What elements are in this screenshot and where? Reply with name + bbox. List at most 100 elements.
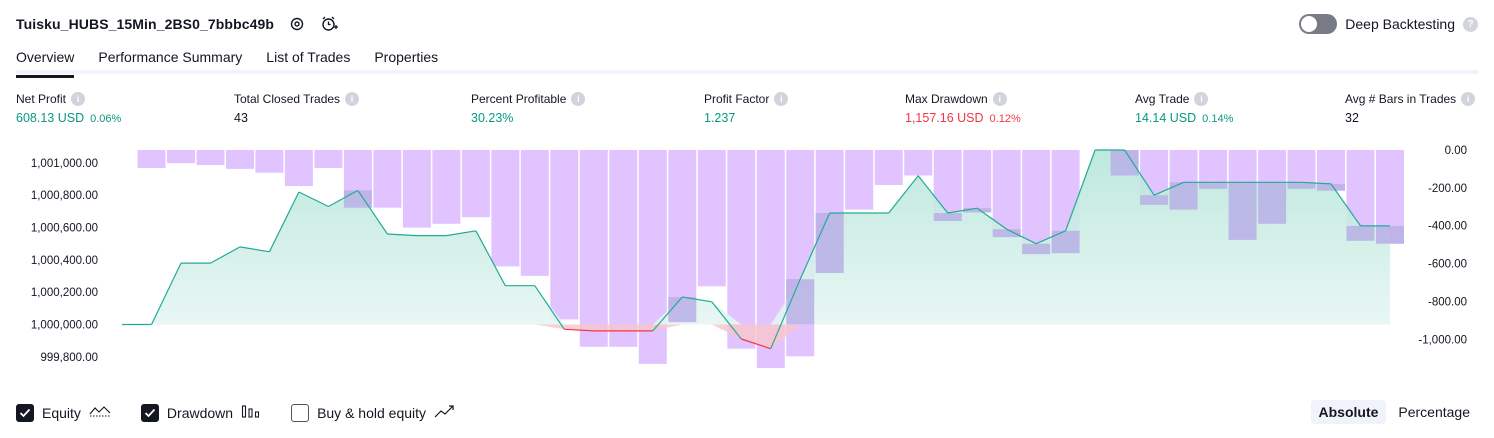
- drawdown-bar: [609, 150, 638, 347]
- equity-segment: [239, 246, 270, 253]
- drawdown-overlap: [343, 150, 1404, 325]
- tab-bar: Overview Performance Summary List of Tra…: [16, 44, 1478, 78]
- metrics-row: Net Profit i 608.13 USD 0.06% Total Closed…: [0, 92, 1494, 132]
- drawdown-overlap-bar: [1110, 150, 1139, 176]
- drawdown-bar: [1022, 150, 1051, 255]
- legend-label: Buy & hold equity: [317, 404, 427, 421]
- drawdown-bar: [255, 150, 284, 173]
- drawdown-bar: [226, 150, 254, 169]
- equity-area: [122, 150, 1390, 349]
- drawdown-bar: [196, 150, 225, 166]
- legend-label: Equity: [42, 404, 81, 421]
- equity-segment: [298, 191, 329, 208]
- settings-icon[interactable]: [288, 15, 306, 33]
- y-right-tick-label: -1,000.00: [1418, 334, 1467, 346]
- equity-loss-fill: [122, 324, 1390, 349]
- tab-properties[interactable]: Properties: [374, 49, 439, 65]
- y-left-tick-label: 1,000,000.00: [31, 320, 98, 332]
- drawdown-overlap-bar: [1287, 182, 1316, 189]
- equity-segment: [268, 191, 300, 253]
- strategy-header: Tuisku_HUBS_15Min_2BS0_7bbbc49b: [16, 12, 339, 36]
- drawdown-overlap-bar: [1228, 182, 1257, 240]
- y-left-tick-label: 999,800.00: [40, 352, 98, 364]
- tab-overview[interactable]: Overview: [16, 44, 75, 78]
- info-icon[interactable]: i: [345, 92, 360, 106]
- drawdown-overlap-bar: [1317, 183, 1345, 191]
- equity-line-icon: [89, 403, 111, 422]
- equity-segment: [210, 246, 241, 264]
- equity-segment: [888, 175, 919, 214]
- drawdown-bar: [373, 150, 402, 208]
- deep-backtesting-control: Deep Backtesting ?: [1299, 14, 1478, 34]
- equity-drawdown-chart[interactable]: 1,001,000.00 1,000,800.00 1,000,600.00 1,00…: [0, 140, 1494, 368]
- metric-max-drawdown: Max Drawdown i 1,157.16 USD 0.12%: [905, 92, 1021, 125]
- drawdown-overlap-bar: [933, 213, 962, 221]
- toggle-knob: [1301, 16, 1318, 32]
- info-icon[interactable]: i: [571, 92, 586, 106]
- drawdown-bars-icon: [241, 403, 261, 422]
- equity-segment: [328, 189, 359, 208]
- metric-title: Avg # Bars in Trades: [1345, 92, 1457, 106]
- drawdown-overlap-bar: [1051, 230, 1080, 254]
- info-icon[interactable]: i: [774, 92, 789, 106]
- metric-value: 1.237: [704, 111, 736, 125]
- equity-segment: [1301, 181, 1332, 185]
- legend-label: Drawdown: [166, 404, 234, 421]
- drawdown-overlap-bar: [1140, 195, 1169, 205]
- y-left-tick-label: 1,000,200.00: [31, 287, 98, 299]
- y-right-tick-label: -600.00: [1428, 259, 1467, 271]
- drawdown-bar: [402, 150, 431, 228]
- equity-segment: [711, 301, 742, 340]
- legend-buy-hold[interactable]: Buy & hold equity: [291, 403, 458, 422]
- drawdown-bar: [314, 150, 343, 168]
- legend-equity[interactable]: Equity: [16, 403, 111, 422]
- tab-list-of-trades[interactable]: List of Trades: [266, 49, 351, 65]
- add-alert-icon[interactable]: [320, 15, 339, 33]
- equity-segment: [475, 230, 506, 286]
- metric-percent-profitable: Percent Profitable i 30.23%: [471, 92, 586, 125]
- mode-absolute[interactable]: Absolute: [1310, 400, 1387, 424]
- drawdown-overlap-bar: [1199, 182, 1228, 189]
- drawdown-bar: [550, 150, 579, 320]
- metric-total-closed-trades: Total Closed Trades i 43: [234, 92, 360, 125]
- metric-value: 14.14 USD: [1135, 111, 1197, 125]
- equity-segment: [1153, 181, 1184, 196]
- metric-value: 608.13 USD: [16, 111, 85, 125]
- equity-segment: [1006, 228, 1037, 245]
- metric-title: Total Closed Trades: [234, 92, 341, 106]
- drawdown-overlap-bar: [992, 229, 1021, 238]
- metric-profit-factor: Profit Factor i 1.237: [704, 92, 789, 125]
- info-icon[interactable]: i: [992, 92, 1007, 106]
- equity-segment: [446, 230, 476, 237]
- equity-segment: [150, 262, 182, 325]
- drawdown-bar: [874, 150, 903, 185]
- drawdown-checkbox[interactable]: [140, 403, 159, 422]
- strategy-name: Tuisku_HUBS_15Min_2BS0_7bbbc49b: [16, 16, 275, 32]
- info-icon[interactable]: i: [1461, 92, 1476, 106]
- info-icon[interactable]: i: [1194, 92, 1209, 106]
- info-icon[interactable]: i: [71, 92, 86, 106]
- equity-segment: [682, 296, 712, 303]
- deep-backtesting-toggle[interactable]: [1299, 14, 1338, 34]
- equity-segment: [799, 212, 831, 280]
- metric-value: 30.23%: [471, 111, 514, 125]
- drawdown-bar: [638, 150, 667, 364]
- drawdown-overlap-bar: [1346, 225, 1375, 241]
- metric-sub: 0.06%: [90, 113, 122, 125]
- tab-performance-summary[interactable]: Performance Summary: [98, 49, 243, 65]
- metric-value: 43: [234, 111, 248, 125]
- help-icon[interactable]: ?: [1463, 16, 1478, 32]
- equity-checkbox[interactable]: [16, 403, 34, 422]
- drawdown-overlap-bar: [1376, 225, 1404, 244]
- equity-segment: [1124, 149, 1155, 196]
- drawdown-overlap-bar: [1022, 243, 1051, 255]
- legend-drawdown[interactable]: Drawdown: [140, 403, 261, 422]
- y-left-tick-label: 1,000,600.00: [31, 223, 98, 235]
- equity-segment: [564, 328, 594, 332]
- y-right-tick-label: -800.00: [1428, 296, 1467, 308]
- buy-hold-checkbox[interactable]: [291, 403, 310, 422]
- equity-segment: [770, 278, 801, 349]
- drawdown-bar: [727, 150, 756, 349]
- mode-percentage[interactable]: Percentage: [1398, 404, 1470, 420]
- metric-avg-bars-in-trades: Avg # Bars in Trades i 32: [1345, 92, 1476, 125]
